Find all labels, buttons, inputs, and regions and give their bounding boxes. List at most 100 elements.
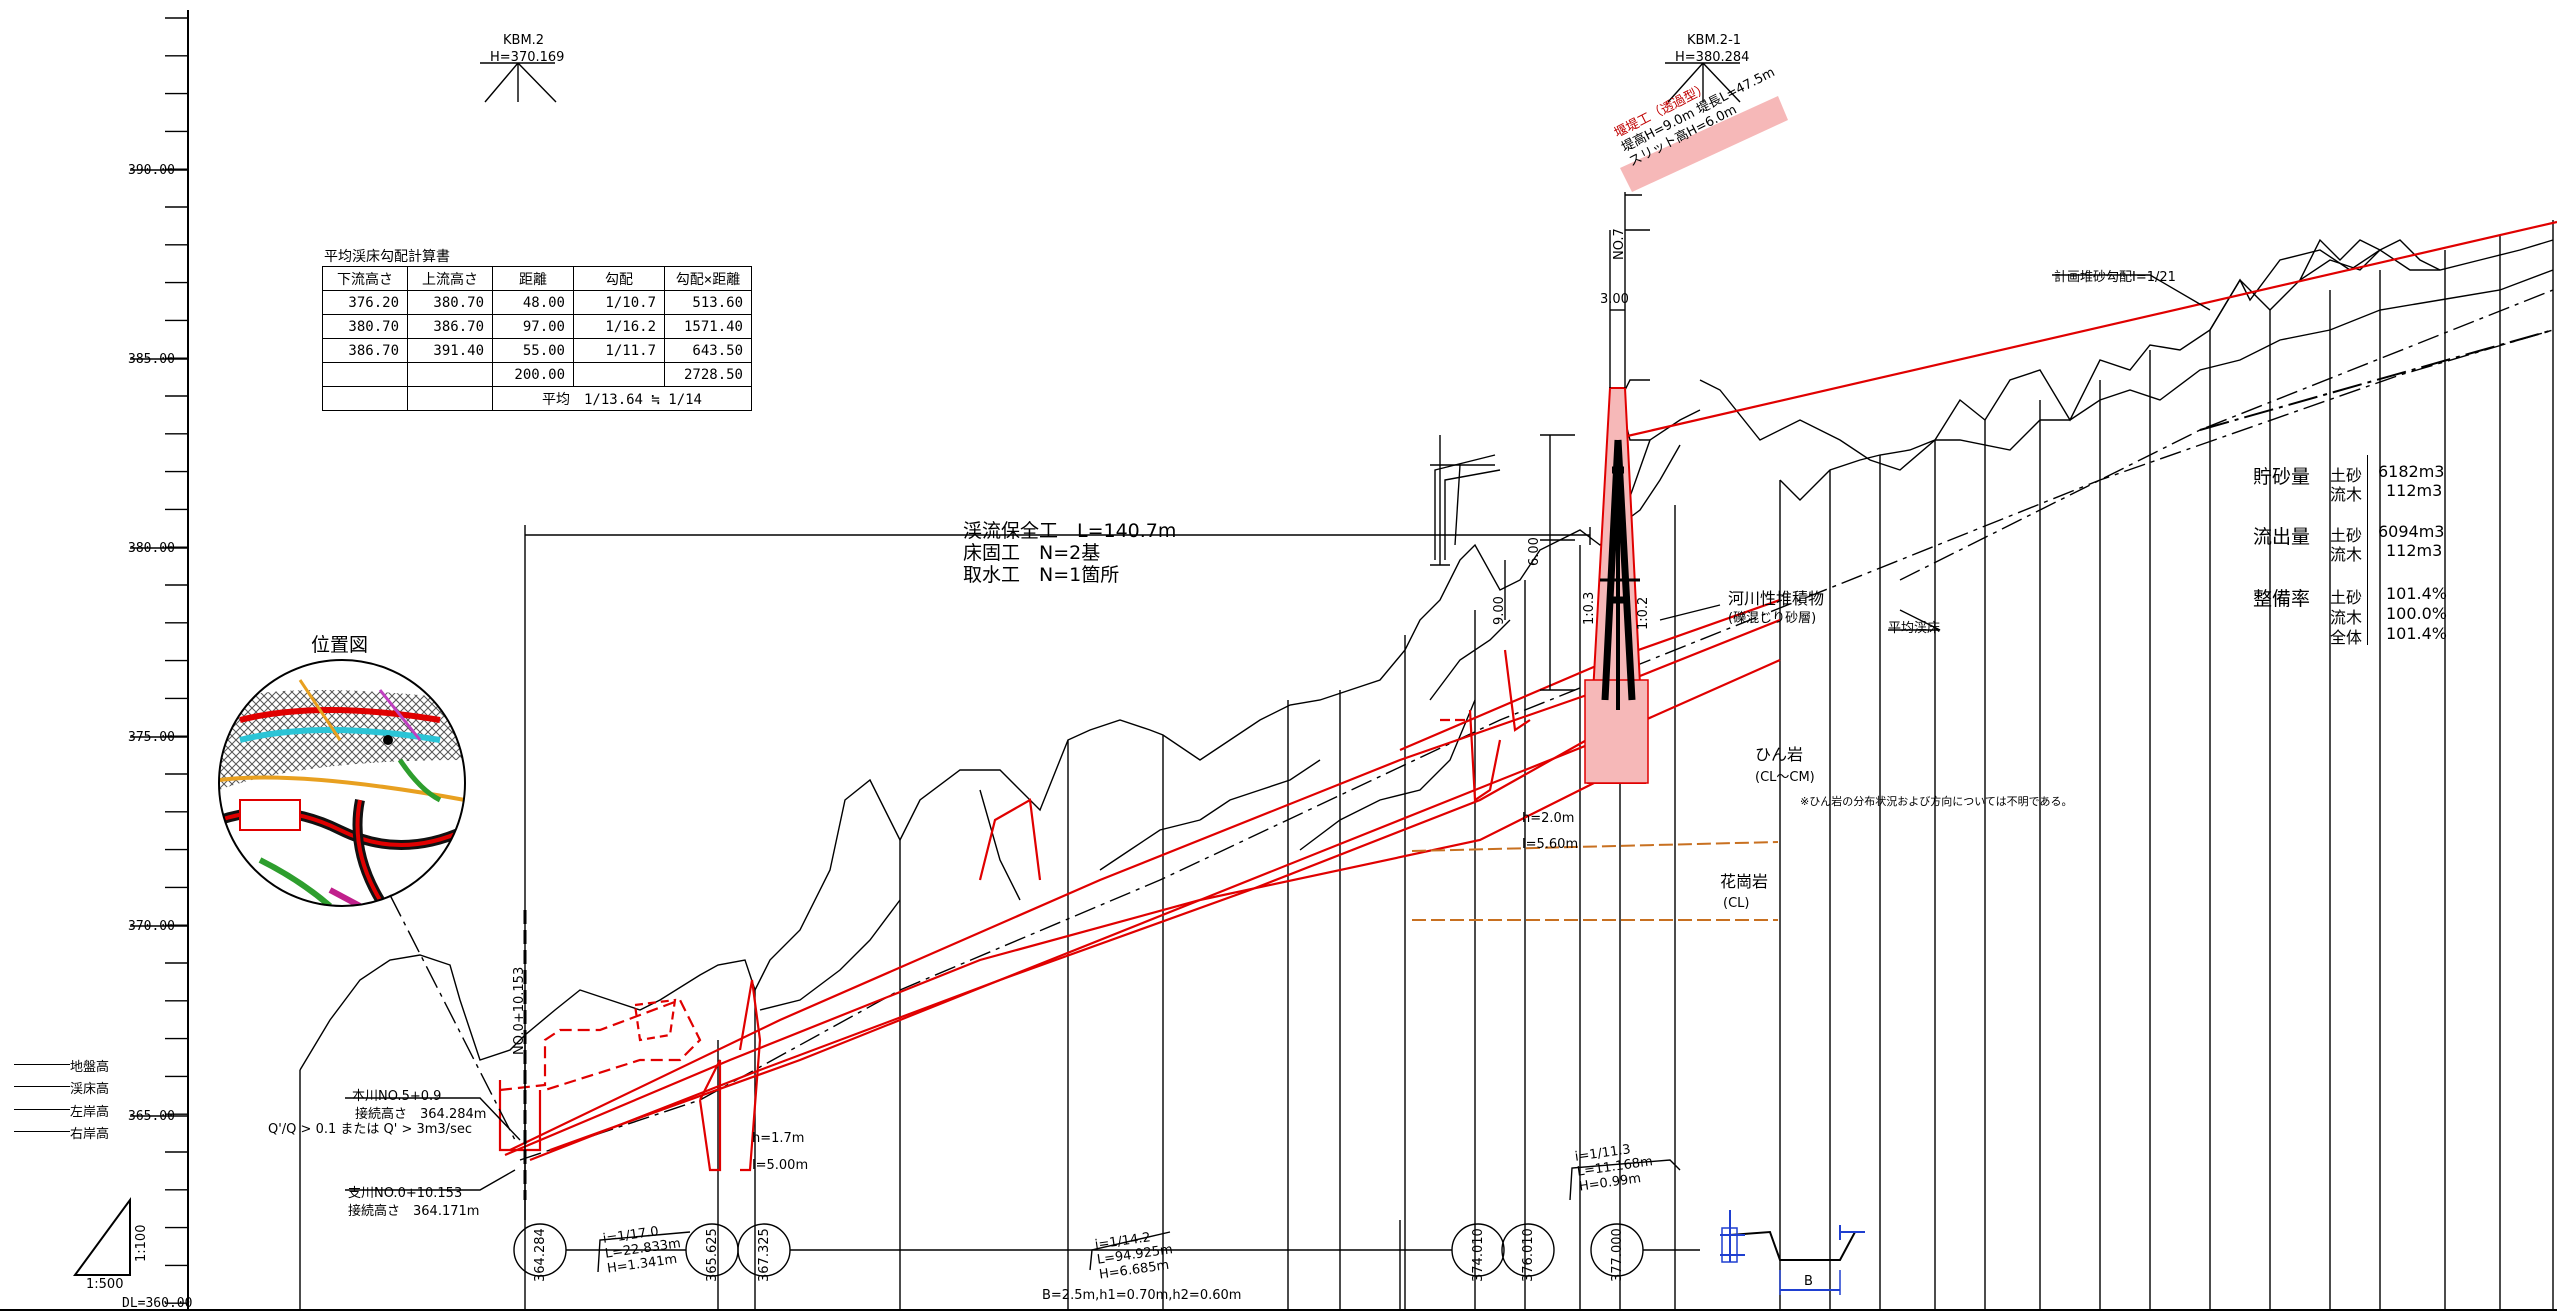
section-dimensions: B=2.5m,h1=0.70m,h2=0.60m (1042, 1288, 1242, 1303)
elevation-label: 390.00 (128, 163, 175, 178)
connection-height: 接続高さ 364.284m (355, 1107, 487, 1122)
granite-grade: (CL) (1723, 896, 1750, 911)
table-cell: 200.00 (492, 362, 574, 387)
slope-left: 1:0.3 (1582, 591, 1597, 625)
flow-criteria: Q'/Q > 0.1 または Q' > 3m3/sec (268, 1122, 472, 1137)
table-row: 386.70 391.40 55.00 1/11.7 643.50 (322, 338, 752, 363)
elevation-label: 365.00 (128, 1109, 175, 1124)
summary-line: 床固工 N=2基 (963, 542, 1101, 564)
circle-elevation: 365.625 (705, 1228, 720, 1282)
weir-height: h=2.0m (1522, 811, 1575, 826)
legend-swatch (14, 1086, 70, 1087)
legend-swatch (14, 1131, 70, 1132)
benchmark-name: KBM.2 (503, 33, 545, 48)
legend-label: 渓床高 (70, 1082, 110, 1097)
average-gradient: 平均 1/13.64 ≒ 1/14 (492, 386, 752, 411)
legend-label: 地盤高 (70, 1060, 110, 1075)
benchmark-height: H=380.284 (1675, 50, 1750, 65)
table-cell: 643.50 (664, 338, 752, 363)
legend-label: 右岸高 (70, 1127, 110, 1142)
location-map (218, 659, 516, 1141)
circle-elevation: 376.010 (1521, 1228, 1536, 1282)
circle-elevation: 364.284 (533, 1228, 548, 1282)
calc-table: 下流高さ 上流高さ 距離 勾配 勾配×距離 376.20 380.70 48.0… (322, 266, 752, 411)
table-header-row: 下流高さ 上流高さ 距離 勾配 勾配×距離 (322, 266, 752, 291)
andesite-label: ひん岩 (1755, 745, 1804, 764)
avg-bed-label: 平均渓床 (1888, 621, 1941, 636)
dim-600: 6.00 (1527, 537, 1542, 566)
circle-elevation: 374.010 (1471, 1228, 1486, 1282)
table-cell (407, 362, 493, 387)
stat-value: 112m3 (2386, 541, 2443, 560)
elevation-label: 375.00 (128, 730, 175, 745)
geology-boundary (1411, 841, 1779, 852)
table-cell: 376.20 (322, 290, 408, 315)
table-cell: 380.70 (322, 314, 408, 339)
summary-line: 取水工 N=1箇所 (963, 564, 1120, 586)
table-cell (573, 362, 665, 387)
stat-key: 流木 (2330, 485, 2363, 504)
location-map-title: 位置図 (311, 634, 369, 656)
table-cell: 48.00 (492, 290, 574, 315)
elevation-label: 370.00 (128, 919, 175, 934)
table-cell: 1/16.2 (573, 314, 665, 339)
bed-centerline (519, 289, 2554, 1161)
leaders (345, 274, 2211, 1191)
table-row: 200.00 2728.50 (322, 362, 752, 387)
table-cell: 1/11.7 (573, 338, 665, 363)
column-header: 距離 (492, 266, 574, 291)
table-cell: 1/10.7 (573, 290, 665, 315)
vertical-scale: 1:100 (134, 1224, 149, 1262)
column-header: 勾配×距離 (664, 266, 752, 291)
dimension-lines (524, 229, 1650, 1310)
stat-label: 貯砂量 (2253, 466, 2311, 488)
table-cell: 380.70 (407, 290, 493, 315)
granite-label: 花崗岩 (1720, 872, 1769, 891)
stat-key: 流木 (2330, 608, 2363, 627)
circle-elevation: 367.325 (757, 1228, 772, 1282)
honsen-label: 本川NO.5+0.9 (352, 1089, 442, 1104)
elevation-label: 385.00 (128, 352, 175, 367)
table-cell: 391.40 (407, 338, 493, 363)
stat-key: 流木 (2330, 545, 2363, 564)
benchmark-height: H=370.169 (490, 50, 565, 65)
connection-height: 接続高さ 364.171m (348, 1204, 480, 1219)
stat-label: 整備率 (2253, 588, 2311, 610)
weir-length: l=5.60m (1522, 837, 1579, 852)
table-row: 平均 1/13.64 ≒ 1/14 (322, 386, 752, 411)
column-header: 勾配 (573, 266, 665, 291)
rock-note: ※ひん岩の分布状況および方向については不明である。 (1800, 795, 2073, 808)
stat-key: 土砂 (2330, 526, 2363, 545)
table-cell: 513.60 (664, 290, 752, 315)
shisen-label: 支川NO.0+10.153 (348, 1186, 463, 1201)
andesite-grade: (CL～CM) (1755, 770, 1815, 785)
gradient-callouts (597, 1159, 1681, 1273)
table-row: 376.20 380.70 48.00 1/10.7 513.60 (322, 290, 752, 315)
column-header: 上流高さ (407, 266, 493, 291)
table-cell: 1571.40 (664, 314, 752, 339)
legend-swatch (14, 1109, 70, 1110)
horizontal-scale: 1:500 (86, 1277, 124, 1292)
dim-900: 9.00 (1492, 596, 1507, 625)
stat-key: 全体 (2330, 628, 2363, 647)
station-no0: NO.0+10.153 (512, 966, 527, 1055)
summary-line: 渓流保全工 L=140.7m (963, 520, 1177, 542)
table-cell: 55.00 (492, 338, 574, 363)
benchmark-name: KBM.2-1 (1687, 33, 1742, 48)
plan-slope-label: 計画堆砂勾配I=1/21 (2054, 270, 2176, 285)
section-width-label: B (1804, 1274, 1813, 1289)
stat-label: 流出量 (2253, 526, 2311, 548)
legend-label: 左岸高 (70, 1105, 110, 1120)
channel-section-sketch (1720, 1210, 1865, 1295)
stat-key: 土砂 (2330, 466, 2363, 485)
table-cell: 386.70 (322, 338, 408, 363)
stat-value: 101.4% (2386, 624, 2448, 643)
stat-value: 6094m3 (2378, 522, 2445, 541)
table-cell: 97.00 (492, 314, 574, 339)
stat-value: 100.0% (2386, 604, 2448, 623)
elevation-label: 380.00 (128, 541, 175, 556)
stat-value: 6182m3 (2378, 462, 2445, 481)
dim-300: 3.00 (1600, 292, 1629, 307)
